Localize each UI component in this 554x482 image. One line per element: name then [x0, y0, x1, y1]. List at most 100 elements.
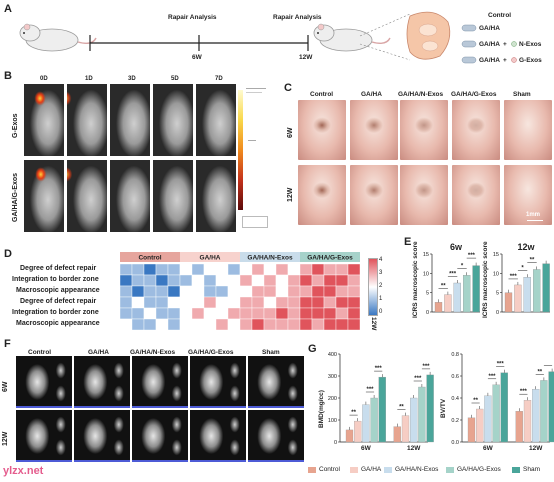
- heatmap-row-label: Integration to border zone: [12, 276, 99, 283]
- grouped-bar: [476, 408, 484, 443]
- heatmap-cell: [120, 285, 133, 298]
- heatmap-cell: [143, 296, 157, 309]
- repair-analysis-label-1: Rapair Analysis: [168, 14, 217, 21]
- heatmap-cell: [215, 285, 229, 298]
- x-category-label: 12W: [407, 445, 421, 452]
- heatmap-cell: [347, 285, 361, 298]
- significance-label: **: [530, 257, 535, 263]
- heatmap-cell: [347, 296, 361, 309]
- heatmap-cell: [239, 285, 253, 298]
- heatmap-cell: [239, 274, 253, 287]
- heatmap-cell: [155, 307, 169, 320]
- legend-n-exos: N-Exos: [519, 41, 542, 48]
- group-label-sham-f: Sham: [262, 349, 280, 356]
- heatmap-cell: [251, 263, 265, 276]
- heatmap-cell: [335, 285, 349, 298]
- rat-icon-right: [313, 23, 391, 52]
- heatmap-cell: [191, 263, 205, 276]
- grouped-bar: [484, 395, 492, 443]
- group-label-sham-c: Sham: [513, 91, 531, 98]
- significance-label: ***: [449, 272, 457, 278]
- scale-tick-1: 1: [379, 296, 383, 302]
- pill-icon-2: [461, 40, 477, 48]
- panel-g-legend: Control GA/HA GA/HA/N-Exos GA/HA/G-Exos Sham: [306, 466, 554, 476]
- heatmap-cell: [131, 285, 145, 298]
- heatmap-cell: [263, 285, 277, 298]
- heatmap-cell: [143, 285, 157, 298]
- cartilage-photo: [452, 100, 500, 160]
- heatmap-cell: [323, 263, 337, 276]
- heatmap-cell: [191, 274, 205, 287]
- micro-ct-image: [190, 410, 246, 462]
- y-tick-label: 100: [328, 418, 337, 424]
- legend-ga-ha: GA/HA: [479, 25, 500, 32]
- ivis-image: [196, 160, 236, 232]
- heatmap-cell: [275, 274, 289, 287]
- heatmap-cell: [167, 263, 181, 276]
- y-tick-label: 300: [328, 374, 337, 380]
- heatmap-cell: [275, 318, 289, 331]
- heatmap-cell: [239, 318, 253, 331]
- heatmap-group-label: GA/HA/G-Exos: [307, 255, 353, 262]
- heatmap-row-label: Degree of defect repair: [20, 265, 97, 272]
- icrs-bar: [533, 269, 541, 313]
- grouped-bar: [410, 397, 418, 443]
- heatmap-cell: [155, 274, 169, 287]
- significance-label: ***: [520, 389, 528, 395]
- heatmap-cell: [323, 296, 337, 309]
- heatmap-cell: [131, 263, 145, 276]
- heatmap-cell: [120, 318, 133, 331]
- micro-ct-image: [190, 356, 246, 408]
- heatmap-cell: [155, 318, 169, 331]
- heatmap-cell: [203, 263, 217, 276]
- heatmap-cell: [120, 263, 133, 276]
- heatmap-cell: [275, 307, 289, 320]
- legend-swatch: [350, 467, 358, 473]
- ivis-image: [67, 84, 107, 156]
- grouped-bar: [345, 429, 354, 443]
- heatmap-cell: [143, 274, 157, 287]
- heatmap-cell: [311, 263, 325, 276]
- heatmap-cell: [263, 263, 277, 276]
- heatmap-cell: [131, 307, 145, 320]
- heatmap-cell: [167, 285, 181, 298]
- heatmap-cell: [299, 274, 313, 287]
- day-label-4: 7D: [215, 76, 223, 82]
- heatmap-cell: [179, 296, 193, 309]
- heatmap-cell: [239, 296, 253, 309]
- heatmap-group-header: [120, 252, 180, 262]
- micro-ct-image: [248, 356, 304, 408]
- heatmap-colorbar: [368, 258, 378, 316]
- watermark: ylzx.net: [3, 465, 44, 477]
- ivis-image: [24, 84, 64, 156]
- icrs-bar: [514, 284, 522, 313]
- significance-label: ***: [488, 374, 496, 380]
- grouped-bar: [393, 426, 401, 443]
- grouped-bar: [500, 372, 508, 443]
- cartilage-photo: [452, 165, 500, 225]
- heatmap-cell: [263, 274, 277, 287]
- heatmap-cell: [227, 274, 241, 287]
- heatmap-cell: [287, 296, 301, 309]
- heatmap-cell: [143, 318, 157, 331]
- n-exos-dot-icon: [511, 41, 517, 47]
- y-tick-label: 0.8: [451, 352, 459, 358]
- heatmap-cell: [167, 296, 181, 309]
- heatmap-cell: [251, 296, 265, 309]
- rat-icon-left: [19, 23, 97, 52]
- heatmap-cell: [275, 296, 289, 309]
- panel-d-label: D: [4, 248, 12, 260]
- cartilage-photo: [350, 165, 398, 225]
- ivis-colorbar: [238, 90, 243, 210]
- scale-bar: [527, 220, 543, 221]
- y-tick-label: 200: [328, 396, 337, 402]
- heatmap-cell: [323, 274, 337, 287]
- ivis-image: [110, 160, 150, 232]
- heatmap-cell: [311, 296, 325, 309]
- heatmap-cell: [131, 318, 145, 331]
- grouped-bar: [532, 389, 540, 443]
- heatmap-cell: [215, 274, 229, 287]
